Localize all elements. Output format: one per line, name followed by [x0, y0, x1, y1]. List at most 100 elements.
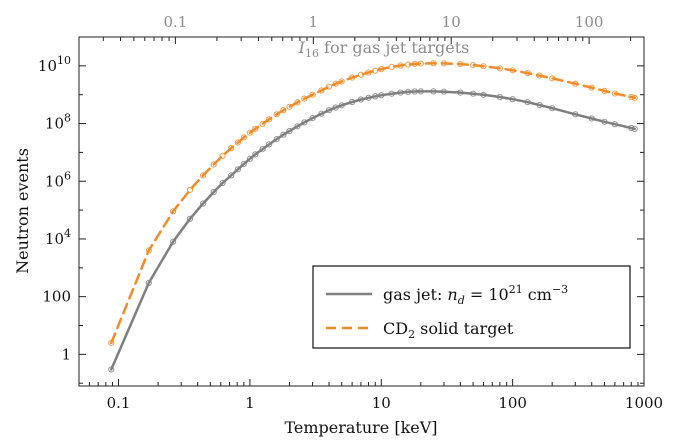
data-point-gas-jet — [234, 166, 241, 173]
x-tick-label: 100 — [498, 394, 527, 412]
data-point-gas-jet — [536, 101, 543, 109]
data-point-gas-jet — [200, 200, 207, 207]
legend-label-gas-jet: gas jet: nd = 1021 cm−3 — [383, 283, 568, 307]
data-point-gas-jet — [108, 366, 115, 373]
data-point-cd2 — [601, 87, 608, 95]
data-point-cd2 — [549, 75, 556, 82]
data-point-gas-jet — [145, 279, 152, 286]
plot-frame — [78, 36, 645, 387]
data-point-gas-jet — [417, 88, 424, 95]
data-point-cd2 — [219, 152, 226, 159]
data-point-cd2 — [572, 80, 579, 87]
data-point-gas-jet — [388, 90, 395, 97]
data-point-gas-jet — [338, 102, 345, 109]
data-point-gas-jet — [325, 107, 333, 114]
data-point-gas-jet — [631, 125, 638, 132]
data-point-gas-jet — [572, 111, 579, 118]
data-point-cd2 — [252, 125, 259, 132]
y-tick-label: 104 — [45, 227, 71, 248]
x-tick-label: 10 — [372, 394, 391, 412]
data-point-cd2 — [200, 172, 207, 179]
data-point-gas-jet — [246, 155, 253, 162]
data-point-cd2 — [536, 72, 543, 79]
series-layer — [108, 60, 638, 373]
data-point-gas-jet — [405, 88, 412, 96]
data-point-gas-jet — [470, 90, 477, 97]
data-point-gas-jet — [210, 189, 217, 196]
data-point-cd2 — [273, 111, 280, 118]
data-point-cd2 — [417, 60, 424, 67]
data-point-cd2 — [524, 70, 531, 77]
legend-label-cd2: CD2 solid target — [383, 319, 514, 341]
data-point-cd2 — [210, 161, 217, 168]
top-tick-label: 10 — [442, 13, 461, 31]
data-point-cd2 — [240, 134, 247, 141]
data-point-cd2 — [301, 95, 308, 102]
top-axis-label: I16 for gas jet targets — [298, 38, 470, 60]
data-point-gas-jet — [628, 124, 635, 132]
data-point-gas-jet — [509, 96, 516, 103]
x-tick-label: 1 — [245, 394, 255, 412]
data-point-cd2 — [378, 66, 385, 73]
data-point-cd2 — [509, 67, 516, 74]
data-point-gas-jet — [294, 123, 301, 130]
data-point-gas-jet — [397, 89, 404, 96]
data-point-cd2 — [611, 90, 619, 97]
data-point-cd2 — [145, 247, 152, 254]
top-tick-label: 100 — [575, 13, 604, 31]
legend: gas jet: nd = 1021 cm−3 CD2 solid target — [312, 265, 631, 349]
data-point-gas-jet — [349, 98, 356, 106]
data-point-cd2 — [496, 65, 503, 72]
data-point-gas-jet — [318, 110, 325, 117]
data-point-cd2 — [234, 139, 241, 146]
data-point-cd2 — [108, 339, 115, 346]
data-point-gas-jet — [186, 215, 194, 222]
data-point-gas-jet — [228, 172, 235, 179]
data-point-cd2 — [631, 94, 638, 101]
data-point-gas-jet — [365, 94, 372, 101]
data-point-cd2 — [397, 62, 404, 69]
top-tick-label: 1 — [309, 13, 319, 31]
data-point-gas-jet — [457, 89, 464, 96]
data-point-gas-jet — [601, 118, 608, 125]
data-point-cd2 — [266, 116, 273, 123]
data-point-cd2 — [388, 63, 395, 71]
legend-box — [312, 265, 631, 349]
data-point-cd2 — [228, 145, 235, 152]
y-tick-label: 1010 — [38, 54, 71, 75]
data-point-cd2 — [186, 186, 194, 193]
data-point-cd2 — [411, 60, 418, 68]
data-point-cd2 — [480, 63, 487, 70]
data-point-gas-jet — [259, 146, 266, 153]
data-point-cd2 — [372, 67, 379, 74]
data-point-gas-jet — [588, 115, 595, 122]
data-point-gas-jet — [332, 104, 339, 111]
x-tick-label: 0.1 — [107, 394, 131, 412]
y-tick-label: 1 — [61, 345, 71, 363]
data-point-gas-jet — [372, 93, 379, 100]
data-point-gas-jet — [280, 131, 287, 138]
data-point-cd2 — [294, 99, 301, 106]
data-point-cd2 — [470, 62, 477, 69]
data-point-gas-jet — [524, 99, 531, 106]
data-point-gas-jet — [240, 160, 247, 167]
data-point-gas-jet — [301, 119, 308, 126]
data-point-cd2 — [405, 61, 412, 68]
data-point-cd2 — [325, 83, 333, 90]
data-point-cd2 — [170, 208, 177, 215]
data-point-cd2 — [440, 60, 447, 67]
data-point-cd2 — [349, 74, 356, 81]
data-point-cd2 — [357, 71, 364, 78]
data-point-gas-jet — [286, 127, 293, 135]
data-point-gas-jet — [440, 88, 447, 95]
data-point-gas-jet — [378, 92, 385, 99]
data-point-gas-jet — [170, 238, 177, 245]
data-point-cd2 — [365, 69, 372, 76]
data-point-gas-jet — [266, 141, 273, 148]
data-point-cd2 — [430, 60, 437, 67]
data-point-cd2 — [338, 78, 345, 85]
data-point-cd2 — [259, 120, 266, 127]
data-point-gas-jet — [430, 88, 437, 95]
data-point-gas-jet — [357, 96, 364, 103]
